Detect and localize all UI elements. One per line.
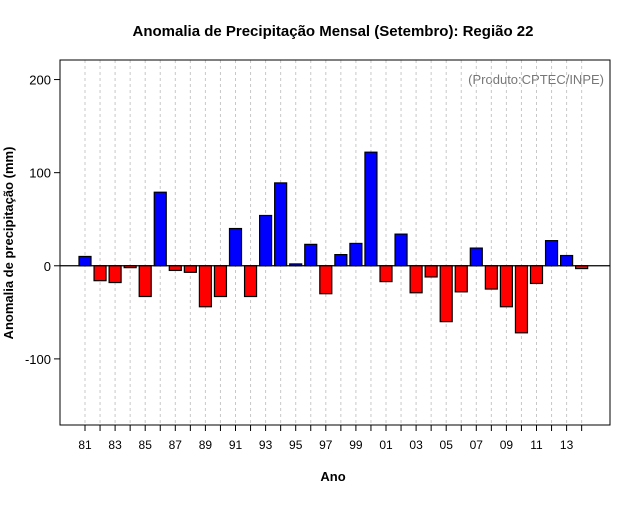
x-tick-label: 83 — [108, 438, 122, 452]
bar-1987 — [168, 265, 182, 272]
bar-2011 — [529, 265, 544, 285]
bar-2002 — [394, 233, 408, 267]
bar-2005 — [439, 265, 453, 323]
x-tick-label: 85 — [139, 438, 153, 452]
x-tick-label: 11 — [530, 438, 543, 452]
bar-1989 — [198, 265, 212, 308]
x-tick-label: 93 — [259, 438, 273, 452]
bar-1986 — [153, 191, 167, 267]
x-tick-label: 03 — [409, 438, 423, 452]
bar-1984 — [123, 265, 137, 269]
x-tick-label: 81 — [78, 438, 92, 452]
bar-1992 — [243, 265, 258, 298]
bar-2004 — [424, 265, 438, 278]
x-tick-label: 13 — [560, 438, 574, 452]
x-tick-label: 07 — [470, 438, 484, 452]
bar-2008 — [484, 265, 498, 290]
x-tick-label: 95 — [289, 438, 303, 452]
bar-1985 — [138, 265, 152, 298]
x-tick-label: 97 — [319, 438, 333, 452]
bar-2014 — [575, 265, 589, 270]
y-tick-label: 100 — [29, 166, 51, 181]
y-axis-label: Anomalia de precipitação (mm) — [1, 147, 16, 340]
x-axis-label: Ano — [320, 469, 345, 484]
bar-1981 — [78, 255, 92, 267]
y-tick-label: 0 — [44, 259, 51, 274]
bar-1991 — [228, 227, 243, 267]
bar-1988 — [183, 265, 197, 273]
bar-2003 — [409, 265, 423, 294]
bar-1995 — [289, 263, 303, 267]
x-tick-label: 87 — [169, 438, 183, 452]
bar-2006 — [454, 265, 468, 293]
x-tick-label: 99 — [349, 438, 363, 452]
bar-1994 — [274, 182, 288, 267]
bar-2010 — [514, 265, 529, 334]
bar-2012 — [544, 240, 559, 267]
x-tick-label: 05 — [440, 438, 454, 452]
bar-2000 — [364, 151, 378, 267]
y-tick-label: -100 — [25, 352, 51, 367]
plot-frame — [59, 59, 611, 426]
x-tick-label: 89 — [199, 438, 213, 452]
chart-title: Anomalia de Precipitação Mensal (Setembr… — [133, 23, 534, 40]
x-tick-label: 09 — [500, 438, 514, 452]
x-tick-label: 01 — [379, 438, 393, 452]
bar-1998 — [334, 254, 348, 267]
bar-1983 — [108, 265, 122, 284]
bar-1993 — [259, 214, 273, 267]
bar-1996 — [304, 243, 318, 267]
y-tick-label: 200 — [29, 73, 51, 88]
bar-2009 — [499, 265, 513, 308]
bar-1990 — [213, 265, 228, 298]
bar-2007 — [469, 247, 483, 267]
bar-2013 — [559, 254, 574, 267]
bar-1982 — [93, 265, 107, 282]
x-tick-label: 91 — [229, 438, 243, 452]
bar-2001 — [379, 265, 393, 283]
bar-1997 — [319, 265, 333, 295]
bar-1999 — [349, 242, 363, 267]
